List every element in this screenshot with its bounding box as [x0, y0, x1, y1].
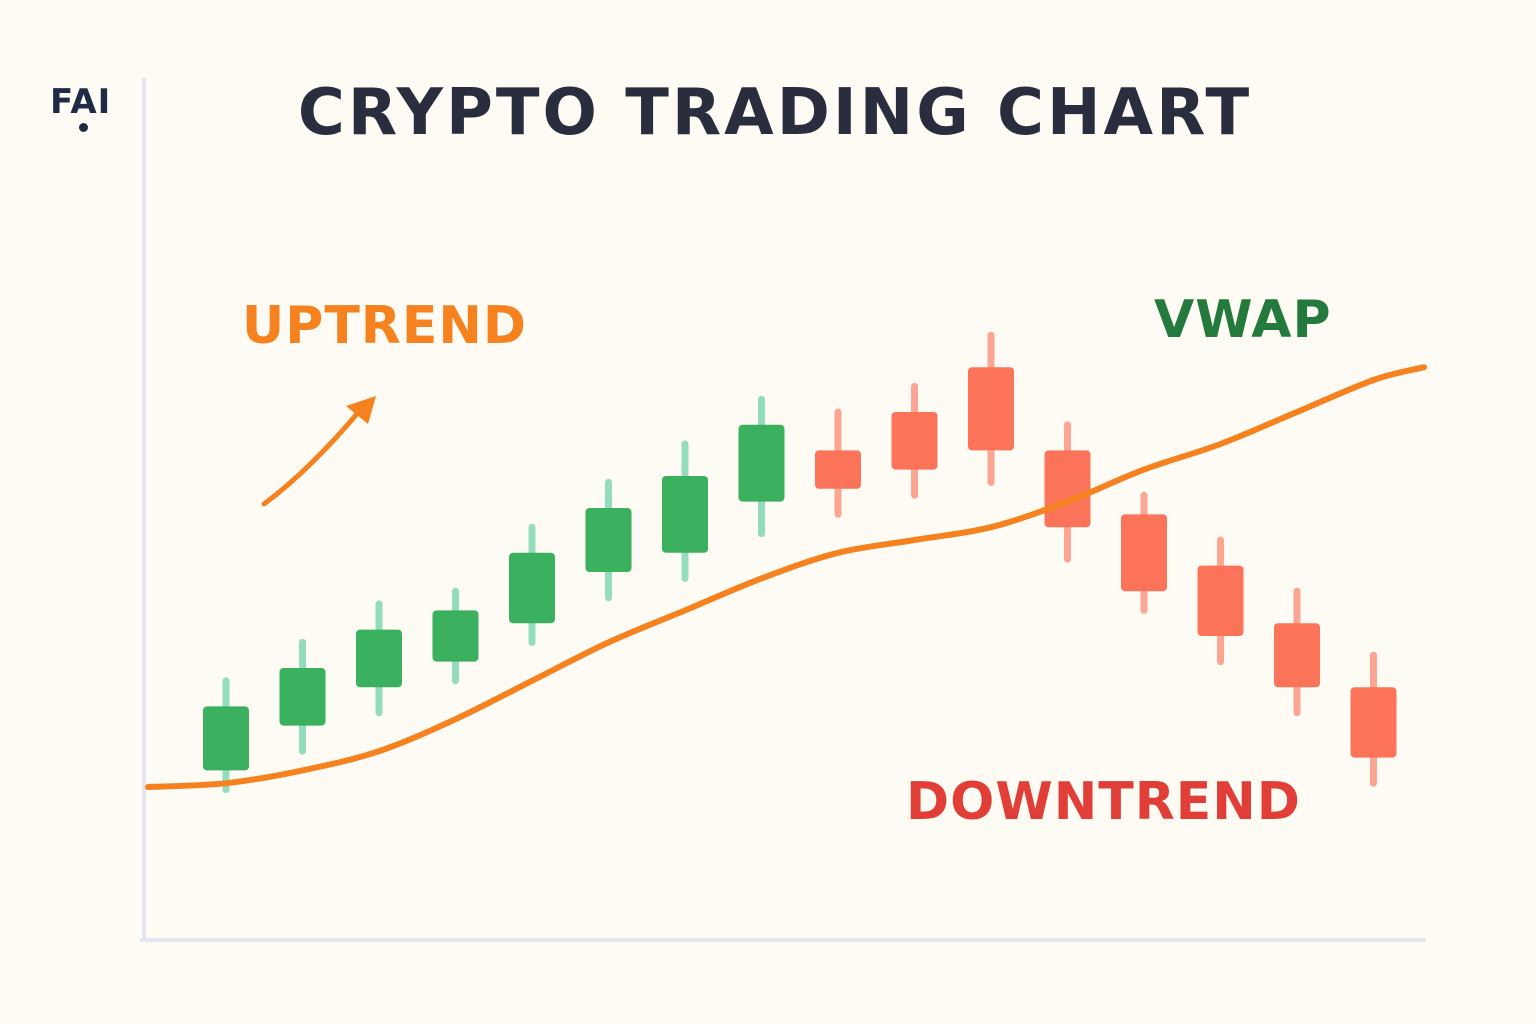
candle-body-down: [968, 367, 1014, 451]
vwap-label: VWAP: [1154, 290, 1332, 350]
candle-body-up: [356, 629, 402, 688]
candle-body-up: [432, 610, 479, 662]
uptrend-arrow: [261, 396, 376, 507]
candle-body-up: [738, 424, 785, 502]
downtrend-label: DOWNTREND: [906, 772, 1301, 832]
candle-body-down: [1121, 514, 1167, 592]
fai-logo: FAI: [50, 82, 112, 122]
candles: [203, 331, 1397, 794]
candle-body-down: [1197, 565, 1244, 636]
logo-dot: [79, 123, 88, 132]
vwap-line: [145, 364, 1427, 791]
candle-body-up: [662, 476, 708, 553]
candle-body-down: [815, 450, 861, 489]
candle-body-up: [279, 668, 326, 726]
uptrend-arrow-shaft: [261, 405, 365, 507]
candle-body-down: [1350, 687, 1397, 758]
candle-body-up: [585, 508, 632, 572]
uptrend-label: UPTREND: [242, 296, 528, 356]
chart-title: CRYPTO TRADING CHART: [297, 76, 1253, 150]
candle-body-down: [1274, 623, 1320, 688]
candle-body-down: [1044, 450, 1091, 528]
candle-body-up: [509, 552, 555, 624]
candle-body-up: [203, 706, 249, 771]
uptrend-arrow-head: [346, 396, 376, 424]
candle-body-down: [891, 412, 938, 470]
